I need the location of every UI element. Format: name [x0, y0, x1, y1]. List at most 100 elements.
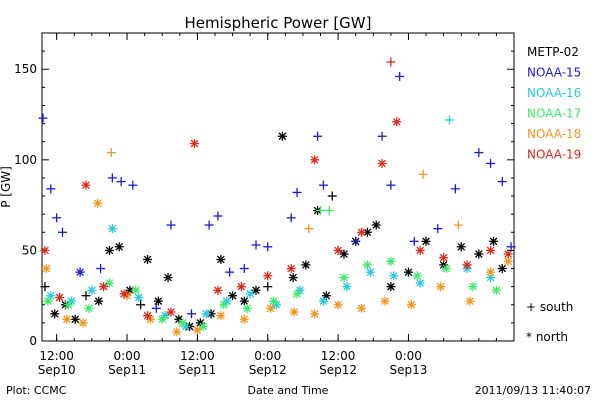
north-point	[288, 273, 298, 283]
south-point	[386, 57, 396, 67]
marker-stroke	[99, 282, 108, 291]
marker-stroke	[158, 315, 167, 324]
south-point	[327, 191, 337, 201]
south-point	[450, 184, 460, 194]
north-point	[178, 318, 188, 328]
marker-stroke	[41, 246, 49, 255]
marker-stroke	[164, 273, 172, 282]
north-point	[75, 267, 85, 277]
marker-stroke	[237, 282, 246, 291]
north-point	[377, 158, 387, 168]
north-point	[301, 260, 311, 270]
legend-entry: NOAA-17	[527, 107, 581, 121]
marker-stroke	[42, 264, 51, 273]
marker-stroke	[404, 268, 413, 276]
x-tick-label-date: Sep13	[390, 363, 428, 377]
south-point	[453, 220, 463, 230]
marker-stroke	[492, 286, 501, 295]
north-point	[333, 245, 343, 255]
south-point	[58, 227, 68, 237]
marker-stroke	[105, 279, 114, 287]
marker-stroke	[143, 255, 152, 264]
north-point	[318, 296, 328, 306]
marker-stroke	[310, 309, 319, 318]
marker-stroke	[416, 246, 425, 255]
marker-stroke	[486, 268, 495, 276]
marker-stroke	[94, 297, 103, 305]
south-point	[225, 267, 235, 277]
south-point	[81, 291, 91, 301]
north-point	[94, 296, 104, 306]
south-point	[316, 206, 326, 216]
legend-entry: NOAA-18	[527, 127, 581, 141]
marker-stroke	[363, 228, 372, 237]
legend-entry: METP-02	[527, 45, 579, 59]
south-point	[239, 264, 249, 274]
north-point	[403, 267, 413, 277]
plot-frame	[41, 32, 515, 342]
marker-stroke	[76, 268, 84, 276]
north-point	[342, 282, 352, 292]
south-point	[386, 180, 396, 190]
north-point	[263, 271, 273, 281]
marker-stroke	[436, 282, 445, 291]
north-point	[439, 253, 449, 263]
south-point	[116, 177, 126, 187]
north-point	[143, 254, 153, 264]
north-point	[131, 285, 141, 295]
north-point	[269, 296, 279, 306]
south-point	[46, 184, 56, 194]
north-point	[104, 245, 114, 255]
north-point	[245, 289, 255, 299]
south-point	[474, 148, 484, 158]
marker-stroke	[334, 300, 342, 309]
south-point	[151, 303, 161, 313]
north-point	[201, 309, 211, 319]
marker-stroke	[82, 181, 90, 190]
south-point	[128, 180, 138, 190]
south-point	[136, 300, 146, 310]
north-point	[99, 282, 109, 292]
north-point	[63, 300, 73, 310]
north-point	[266, 303, 276, 313]
marker-stroke	[108, 224, 117, 233]
marker-stroke	[407, 300, 416, 309]
north-point	[474, 249, 484, 259]
marker-stroke	[173, 328, 181, 336]
marker-stroke	[174, 315, 183, 324]
x-tick-label-time: 0:00	[114, 349, 141, 363]
marker-stroke	[263, 271, 272, 280]
marker-stroke	[504, 250, 512, 258]
marker-stroke	[363, 261, 372, 269]
north-point	[87, 285, 97, 295]
marker-stroke	[302, 261, 310, 269]
south-point	[52, 213, 62, 223]
marker-legend: + south * north	[526, 300, 573, 344]
south-point	[409, 236, 419, 246]
marker-stroke	[389, 271, 398, 280]
marker-stroke	[381, 297, 389, 305]
south-point	[263, 242, 273, 252]
marker-stroke	[293, 290, 301, 298]
marker-stroke	[190, 139, 199, 148]
marker-stroke	[310, 155, 319, 164]
south-point	[187, 309, 197, 319]
x-tick-label-time: 0:00	[254, 349, 281, 363]
marker-stroke	[228, 291, 237, 300]
marker-stroke	[126, 286, 134, 295]
north-point	[392, 117, 402, 127]
south-point	[213, 211, 223, 221]
y-axis-label: P [GW]	[0, 166, 13, 208]
marker-stroke	[416, 279, 425, 287]
south-point	[166, 220, 176, 230]
north-point	[219, 300, 229, 310]
north-point	[465, 296, 475, 306]
marker-stroke	[55, 293, 64, 302]
north-point	[153, 296, 163, 306]
marker-legend-entry: + south	[526, 300, 573, 314]
marker-stroke	[387, 257, 395, 266]
north-point	[78, 318, 88, 328]
chart-title: Hemispheric Power [GW]	[185, 14, 372, 32]
marker-stroke	[105, 246, 114, 255]
north-point	[41, 264, 51, 274]
